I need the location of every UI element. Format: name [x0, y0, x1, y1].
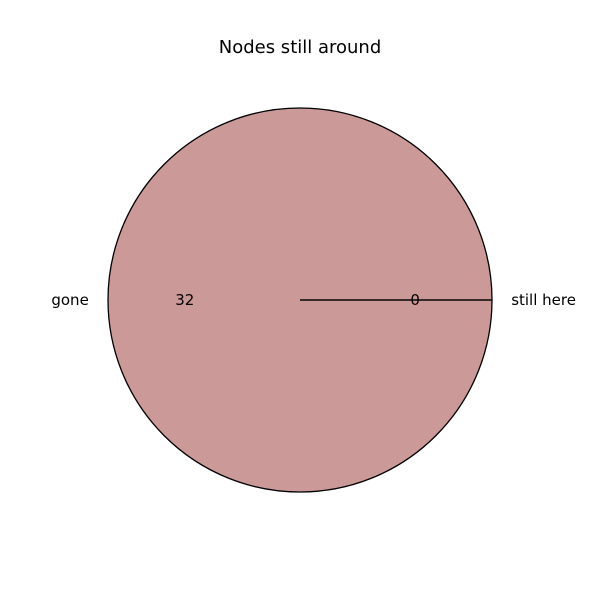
- pie-labels: gone 32 still here 0: [51, 291, 576, 309]
- value-label-still-here: 0: [410, 291, 420, 309]
- pie-slices: [107, 107, 493, 493]
- slice-label-gone: gone: [51, 291, 88, 309]
- value-label-gone: 32: [175, 291, 194, 309]
- chart-title: Nodes still around: [219, 37, 382, 58]
- slice-label-still-here: still here: [511, 291, 576, 309]
